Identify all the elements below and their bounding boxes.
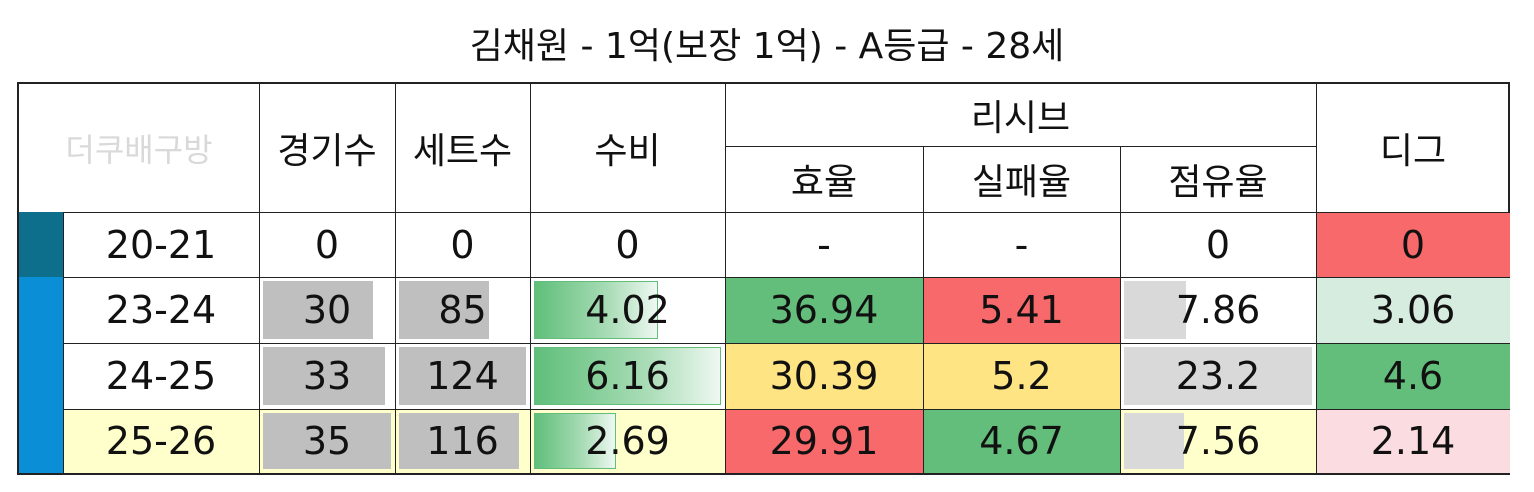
defense-cell: 0 xyxy=(615,222,640,267)
row-marker xyxy=(19,343,63,409)
grid-line xyxy=(19,409,1510,410)
season-cell: 24-25 xyxy=(105,354,217,398)
header-share: 점유율 xyxy=(1168,162,1268,203)
grid-line xyxy=(530,84,531,473)
defense-cell: 4.02 xyxy=(530,277,725,343)
row-marker xyxy=(19,277,63,343)
efficiency-cell: 36.94 xyxy=(725,277,923,343)
data-bar xyxy=(534,347,721,405)
dig-cell: 2.14 xyxy=(1316,409,1510,473)
grid-line xyxy=(19,212,1510,213)
page-title: 김채원 - 1억(보장 1억) - A등급 - 28세 xyxy=(469,26,1065,67)
brand-label: 더쿠배구방 xyxy=(65,131,213,169)
header-dig: 디그 xyxy=(1379,131,1447,172)
defense-cell: 2.69 xyxy=(530,409,725,473)
games-cell: 30 xyxy=(259,277,395,343)
dig-cell: 3.06 xyxy=(1316,277,1510,343)
grid-line xyxy=(923,146,924,473)
sets-cell: 85 xyxy=(395,277,530,343)
games-cell: 35 xyxy=(259,409,395,473)
sets-cell: 124 xyxy=(395,343,530,409)
header-efficiency: 효율 xyxy=(790,162,858,203)
grid-line xyxy=(725,146,1316,147)
efficiency-cell: 30.39 xyxy=(725,343,923,409)
stats-table: 더쿠배구방 경기수 세트수 수비 리시브 효율 실패율 점유율 디그 20-21… xyxy=(17,82,1510,475)
data-bar xyxy=(263,281,373,339)
header-fail-rate: 실패율 xyxy=(971,162,1072,203)
share-cell: 0 xyxy=(1205,222,1231,267)
data-bar xyxy=(534,413,616,469)
data-bar xyxy=(263,347,385,405)
header-defense: 수비 xyxy=(594,131,661,172)
share-cell: 23.2 xyxy=(1120,343,1316,409)
data-bar xyxy=(263,413,391,469)
efficiency-cell: 29.91 xyxy=(725,409,923,473)
data-bar xyxy=(1124,413,1184,469)
row-marker xyxy=(19,212,63,277)
sets-cell: 0 xyxy=(450,222,475,267)
fail-rate-cell: 4.67 xyxy=(923,409,1120,473)
defense-cell: 6.16 xyxy=(530,343,725,409)
row-marker xyxy=(19,409,63,473)
games-cell: 33 xyxy=(259,343,395,409)
data-bar xyxy=(1124,347,1312,405)
grid-line xyxy=(1120,146,1121,473)
season-cell: 20-21 xyxy=(105,222,217,267)
fail-rate-cell: 5.41 xyxy=(923,277,1120,343)
data-bar xyxy=(399,281,489,339)
header-games: 경기수 xyxy=(277,131,377,172)
fail-rate-cell: - xyxy=(1014,222,1029,267)
data-bar xyxy=(534,281,658,339)
grid-line xyxy=(725,84,726,473)
dig-cell: 0 xyxy=(1316,212,1510,277)
grid-line xyxy=(395,84,396,473)
grid-line xyxy=(19,277,1510,278)
fail-rate-cell: 5.2 xyxy=(923,343,1120,409)
grid-line xyxy=(259,84,260,473)
season-cell: 25-26 xyxy=(63,409,259,473)
efficiency-cell: - xyxy=(817,222,831,267)
data-bar xyxy=(1124,281,1186,339)
grid-line xyxy=(1316,84,1317,473)
share-cell: 7.56 xyxy=(1120,409,1316,473)
dig-cell: 4.6 xyxy=(1316,343,1510,409)
data-bar xyxy=(399,347,526,405)
data-bar xyxy=(399,413,519,469)
grid-line xyxy=(63,212,64,473)
grid-line xyxy=(19,343,1510,344)
header-reception: 리시브 xyxy=(970,98,1071,139)
season-cell: 23-24 xyxy=(105,288,217,332)
sets-cell: 116 xyxy=(395,409,530,473)
header-sets: 세트수 xyxy=(412,131,513,172)
share-cell: 7.86 xyxy=(1120,277,1316,343)
games-cell: 0 xyxy=(314,222,340,267)
